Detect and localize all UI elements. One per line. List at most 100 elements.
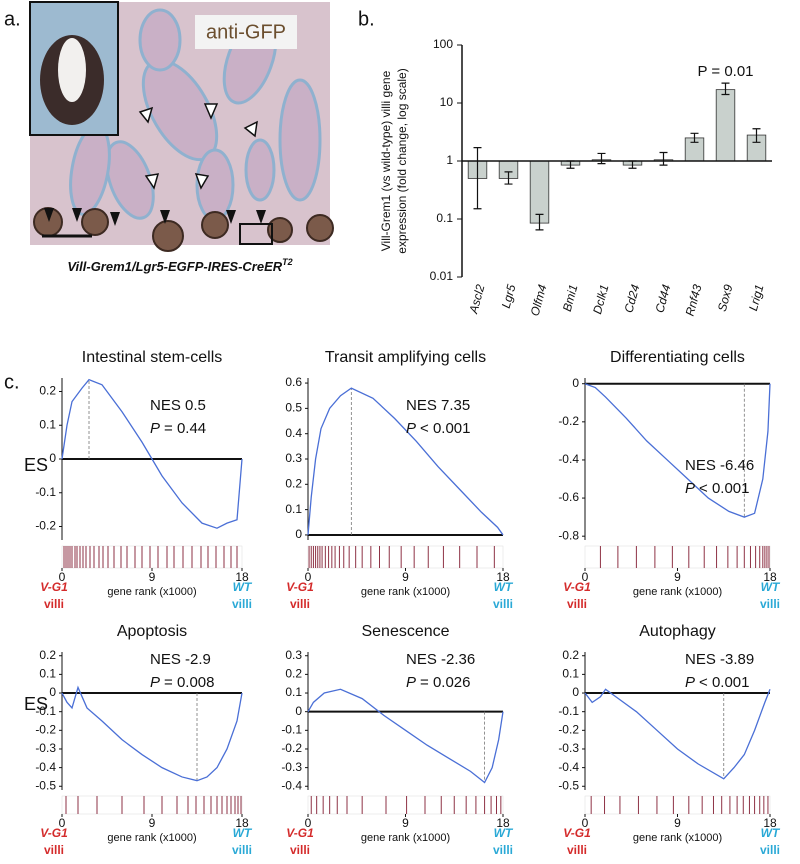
group-label: villi <box>232 597 252 611</box>
y-tick-label: 10 <box>440 95 454 109</box>
y-tick-label: -0.2 <box>558 414 579 428</box>
x-axis-label: gene rank (x1000) <box>633 586 722 598</box>
y-tick-label: 0 <box>49 685 56 699</box>
nes-label: NES -2.36 <box>406 651 475 668</box>
p-symbol: P <box>406 674 416 691</box>
chart-title: Apoptosis <box>117 623 187 640</box>
y-tick-label: -0.1 <box>281 722 302 736</box>
group-label: villi <box>290 597 310 611</box>
group-label: WT <box>761 826 781 840</box>
es-curve <box>61 685 243 782</box>
panel-label: c. <box>4 371 20 393</box>
y-tick-label: 0.01 <box>430 269 454 283</box>
y-tick-label: -0.4 <box>281 778 302 792</box>
barcode-frame <box>61 795 243 815</box>
p-symbol: P <box>406 420 416 437</box>
group-label: villi <box>44 843 64 857</box>
es-curve <box>584 383 771 518</box>
x-tick-label: 18 <box>496 816 510 830</box>
p-value: P < 0.001 <box>406 420 470 437</box>
y-tick-label: -0.6 <box>558 490 579 504</box>
es-curve <box>61 378 243 529</box>
y-tick-label: 0 <box>295 704 302 718</box>
y-tick-label: 0.3 <box>285 451 302 465</box>
y-tick-label: 0.2 <box>285 667 302 681</box>
y-tick-label: 0.6 <box>285 375 302 389</box>
group-label: villi <box>44 597 64 611</box>
x-axis-label: gene rank (x1000) <box>633 832 722 844</box>
chart-title: Transit amplifying cells <box>325 349 486 366</box>
y-tick-label: -0.1 <box>35 485 56 499</box>
p-symbol: P <box>685 674 695 691</box>
caption-sup: T2 <box>282 257 293 267</box>
x-tick-label: 9 <box>402 570 409 584</box>
y-tick-label: 0 <box>572 685 579 699</box>
p-text: < 0.001 <box>699 480 749 497</box>
chart-title: Differentiating cells <box>610 349 745 366</box>
p-symbol: P <box>685 480 695 497</box>
y-tick-label: -0.3 <box>281 760 302 774</box>
y-tick-label: 1 <box>446 153 453 167</box>
x-tick-label: Cd44 <box>653 283 674 315</box>
p-text: = 0.008 <box>164 674 214 691</box>
group-label: V-G1 <box>286 580 314 594</box>
x-tick-label: 9 <box>402 816 409 830</box>
y-tick-label: -0.2 <box>558 722 579 736</box>
y-tick-label: 0.2 <box>39 384 56 398</box>
group-label: villi <box>760 597 780 611</box>
x-axis-label: gene rank (x1000) <box>361 832 450 844</box>
y-axis-label: expression (fold change, log scale) <box>395 68 409 253</box>
nes-label: NES 0.5 <box>150 397 206 414</box>
group-label: villi <box>290 843 310 857</box>
barcode-frame <box>307 545 504 569</box>
error-bar <box>690 132 699 143</box>
p-text: < 0.001 <box>699 674 749 691</box>
p-text: = 0.44 <box>164 420 206 437</box>
p-value: P = 0.026 <box>406 674 470 691</box>
x-tick-label: 0 <box>582 570 589 584</box>
y-tick-label: -0.1 <box>35 704 56 718</box>
barcode-frame <box>584 545 771 569</box>
stain-label: anti-GFP <box>206 21 286 43</box>
x-tick-label: 0 <box>305 816 312 830</box>
chart-title: Senescence <box>361 623 449 640</box>
es-curve <box>307 387 504 536</box>
p-value: P = 0.008 <box>150 674 214 691</box>
x-tick-label: 0 <box>582 816 589 830</box>
group-label: V-G1 <box>563 580 591 594</box>
group-label: WT <box>761 580 781 594</box>
x-axis-label: gene rank (x1000) <box>107 832 196 844</box>
p-value: P < 0.001 <box>685 480 749 497</box>
y-tick-label: -0.5 <box>558 778 579 792</box>
group-label: V-G1 <box>286 826 314 840</box>
y-tick-label: 0.2 <box>562 648 579 662</box>
y-tick-label: 0 <box>572 376 579 390</box>
p-value: P = 0.44 <box>150 420 206 437</box>
y-tick-label: 0.1 <box>285 685 302 699</box>
y-tick-label: 0.1 <box>562 667 579 681</box>
y-tick-label: 0.1 <box>39 417 56 431</box>
x-tick-label: Olfm4 <box>528 283 550 318</box>
p-symbol: P <box>150 420 160 437</box>
error-bar <box>752 128 761 143</box>
y-tick-label: -0.4 <box>558 760 579 774</box>
group-label: villi <box>760 843 780 857</box>
group-label: villi <box>493 597 513 611</box>
y-tick-label: 0.4 <box>285 426 302 440</box>
x-tick-label: 0 <box>59 570 66 584</box>
es-curve <box>307 688 504 784</box>
es-curve <box>584 688 771 780</box>
x-tick-label: 18 <box>763 570 777 584</box>
x-tick-label: 9 <box>149 570 156 584</box>
y-tick-label: -0.3 <box>558 741 579 755</box>
bar <box>715 89 736 162</box>
y-tick-label: -0.5 <box>35 778 56 792</box>
error-bar <box>473 147 482 210</box>
error-bar <box>504 171 513 185</box>
x-tick-label: 0 <box>59 816 66 830</box>
y-tick-label: 0.1 <box>436 211 453 225</box>
error-bar <box>721 82 730 96</box>
x-tick-label: Dclk1 <box>590 283 611 316</box>
p-text: < 0.001 <box>420 420 470 437</box>
